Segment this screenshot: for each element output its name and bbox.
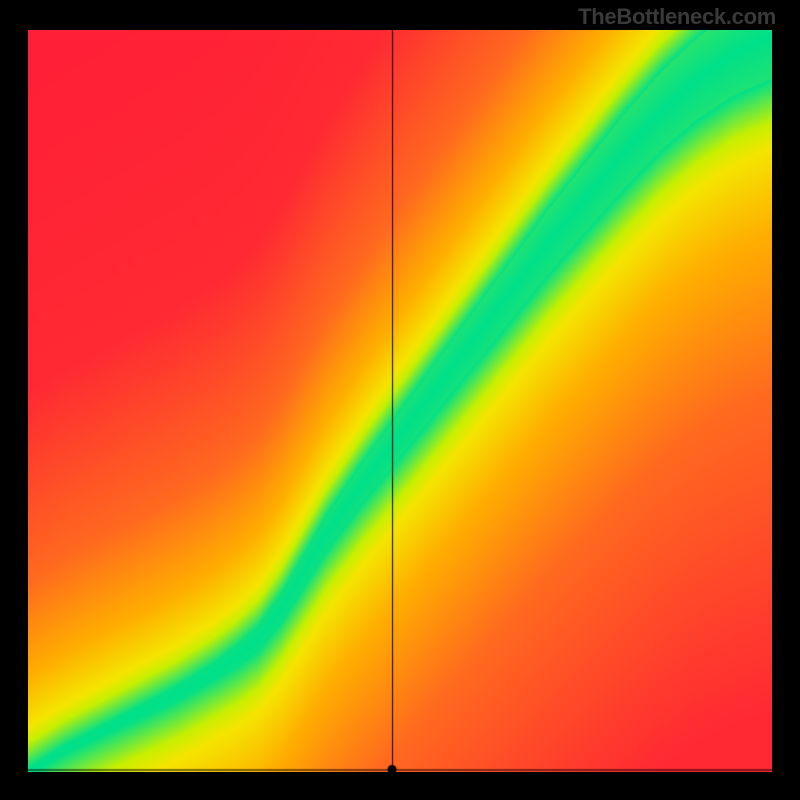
bottleneck-heatmap [28,30,772,772]
heatmap-canvas [28,30,772,772]
watermark-text: TheBottleneck.com [578,4,776,30]
